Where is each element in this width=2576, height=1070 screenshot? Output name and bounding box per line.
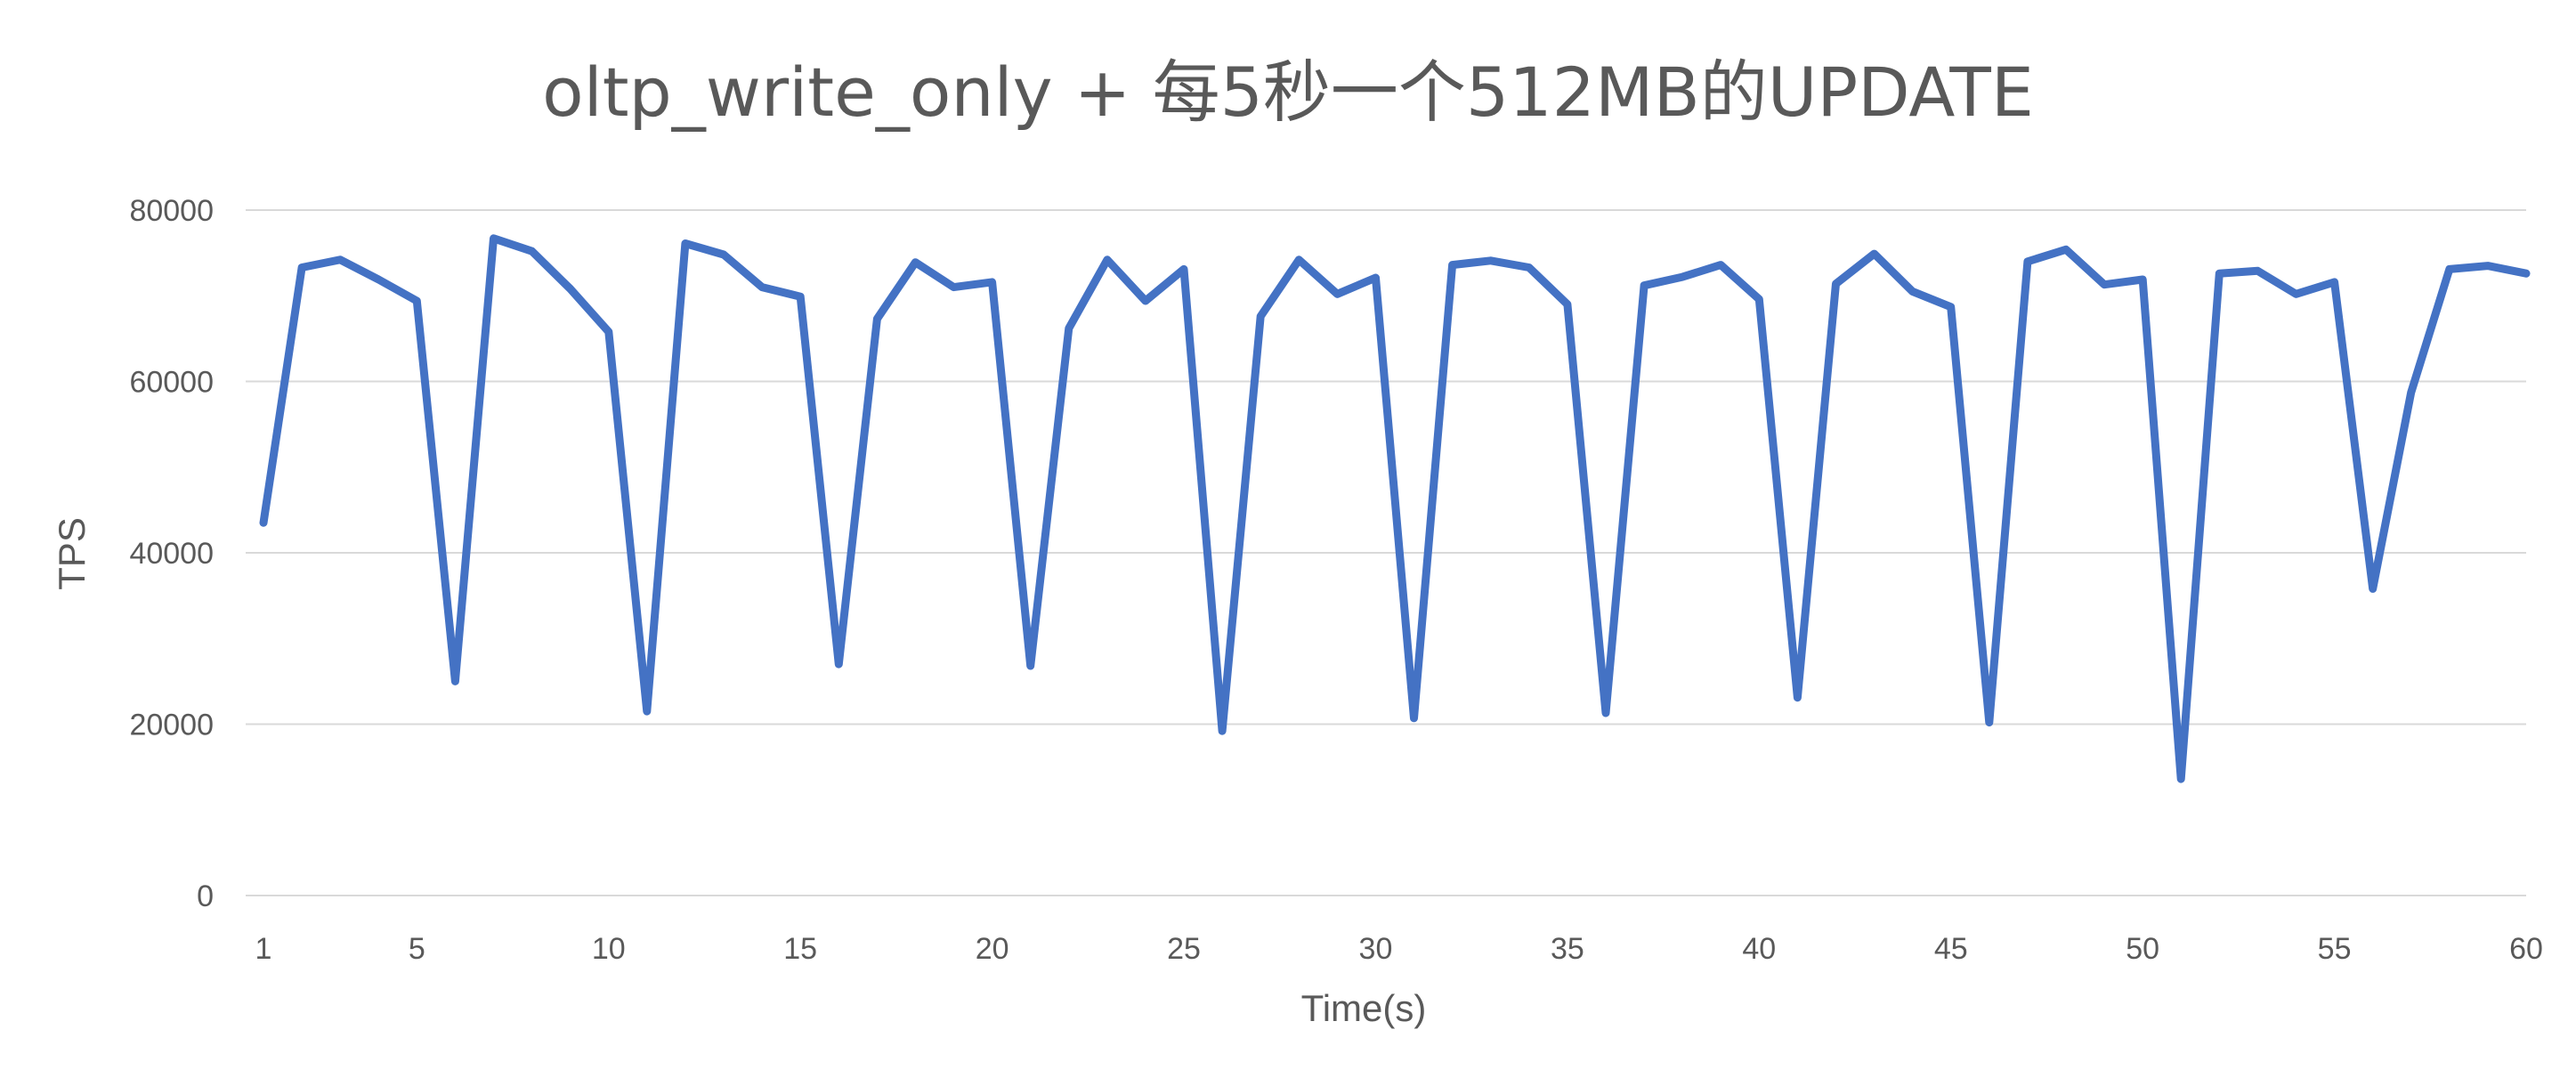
x-tick-label: 10 <box>592 932 626 966</box>
x-tick-label: 5 <box>409 932 425 966</box>
x-tick-label: 35 <box>1551 932 1584 966</box>
y-axis-label: TPS <box>51 517 93 590</box>
x-tick-label: 55 <box>2318 932 2352 966</box>
y-axis-ticks: 0 20000 40000 60000 80000 <box>129 194 214 913</box>
series <box>259 234 2531 783</box>
series-line <box>259 234 2531 783</box>
y-tick-label: 60000 <box>129 366 214 400</box>
x-axis-label: Time(s) <box>1301 987 1427 1029</box>
chart-title: oltp_write_only + 每5秒一个512MB的UPDATE <box>542 53 2034 132</box>
x-tick-label: 30 <box>1359 932 1393 966</box>
x-tick-label: 1 <box>255 932 272 966</box>
x-tick-label: 20 <box>976 932 1009 966</box>
x-tick-label: 50 <box>2126 932 2159 966</box>
x-axis-ticks: 1 5 10 15 20 25 30 35 40 45 50 55 60 <box>255 932 2543 966</box>
y-tick-label: 80000 <box>129 194 214 228</box>
gridlines <box>246 209 2526 896</box>
y-tick-label: 40000 <box>129 537 214 571</box>
y-tick-label: 0 <box>197 880 214 913</box>
y-tick-label: 20000 <box>129 709 214 742</box>
x-tick-label: 45 <box>1934 932 1968 966</box>
x-tick-label: 40 <box>1742 932 1776 966</box>
x-tick-label: 60 <box>2509 932 2543 966</box>
x-tick-label: 25 <box>1167 932 1201 966</box>
x-tick-label: 15 <box>783 932 817 966</box>
